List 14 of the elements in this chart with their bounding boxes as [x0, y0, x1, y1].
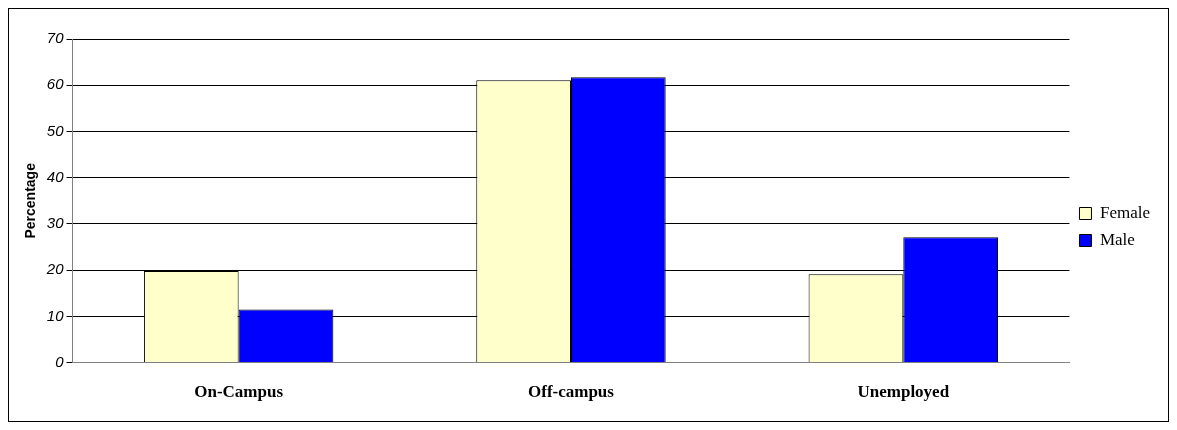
y-tick-label: 50: [46, 121, 65, 139]
y-tick-label: 40: [46, 167, 65, 185]
x-tick-label: Off-campus: [528, 382, 615, 402]
x-tick-label: Unemployed: [857, 382, 950, 402]
y-tick-label: 0: [55, 352, 65, 370]
legend-label: Male: [1099, 229, 1135, 249]
legend-label: Female: [1099, 202, 1151, 222]
x-tick-label: On-Campus: [194, 382, 284, 402]
y-tick-label: 20: [45, 260, 65, 278]
y-tick-label: 60: [46, 75, 65, 93]
y-tick-label: 30: [46, 214, 65, 232]
y-tick-label: 10: [46, 306, 65, 324]
y-axis-title: Percentage: [22, 162, 39, 239]
y-tick-label: 70: [46, 29, 65, 47]
